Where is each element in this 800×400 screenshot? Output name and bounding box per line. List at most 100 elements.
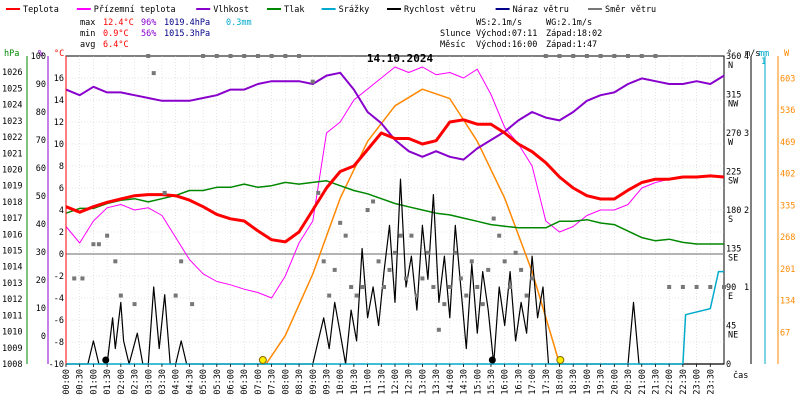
x-tick-label: 13:30	[432, 369, 442, 395]
wind-direction-point	[508, 285, 513, 289]
wind-direction-point	[557, 54, 562, 58]
wind-direction-point	[393, 250, 397, 255]
wind-direction-point	[146, 54, 151, 58]
x-tick-label: 06:00	[227, 369, 237, 395]
wind-direction-point	[105, 233, 110, 238]
wind-direction-point	[228, 54, 233, 58]
x-tick-label: 03:00	[144, 369, 154, 395]
wind-direction-point	[321, 259, 326, 264]
wind-direction-point	[387, 267, 392, 272]
x-tick-label: 15:00	[473, 369, 483, 395]
celsius-tick-label: -4	[54, 294, 64, 304]
hpa-axis-title: hPa	[4, 49, 19, 59]
x-tick-label: 01:30	[103, 369, 113, 395]
info-block: WS:2.1m/s WG:2.1m/s Slunce Východ:07:11 …	[440, 18, 602, 50]
percent-tick-label: 30	[36, 248, 46, 258]
direction-tick-compass: NE	[728, 331, 738, 341]
axes: 00:00 00:30 01:00 01:30 02:00 02:30 03:00 03:30…	[2, 49, 795, 395]
wind-direction-point	[283, 54, 288, 58]
radiation-tick-label: 335	[780, 201, 795, 211]
wind-direction-point	[639, 54, 644, 58]
wind-direction-point	[118, 293, 123, 298]
x-tick-label: 02:00	[117, 369, 127, 395]
info-moon-set: Západ:1:47	[546, 40, 597, 50]
celsius-tick-label: -2	[54, 272, 64, 282]
wind-direction-point	[365, 208, 370, 212]
wind-direction-point	[464, 293, 469, 298]
x-tick-label: 05:00	[199, 369, 209, 395]
hpa-tick-label: 1024	[2, 101, 22, 111]
percent-tick-label: 90	[36, 80, 46, 90]
wind-direction-point	[269, 54, 274, 58]
celsius-tick-label: 10	[54, 140, 64, 150]
wind-direction-point	[530, 276, 535, 281]
celsius-tick-label: -8	[54, 338, 64, 348]
hpa-tick-label: 1021	[2, 149, 22, 159]
hpa-tick-label: 1012	[2, 295, 22, 305]
stats-pressure-min: 1015.3hPa	[164, 29, 210, 39]
hpa-tick-label: 1025	[2, 84, 22, 94]
info-wind-gust: WG:2.1m/s	[546, 18, 592, 28]
wind-direction-point	[420, 276, 425, 281]
wind-direction-point	[190, 302, 195, 307]
legend-label-0: Teplota	[23, 5, 59, 15]
x-tick-label: 03:30	[158, 369, 168, 395]
x-tick-label: 21:30	[651, 369, 661, 395]
stats-humidity-max: 96%	[141, 18, 156, 28]
celsius-tick-label: 12	[54, 118, 64, 128]
celsius-tick-label: 6	[59, 184, 64, 194]
wind-direction-point	[96, 242, 101, 247]
hpa-tick-label: 1010	[2, 328, 22, 338]
x-tick-label: 23:00	[693, 369, 703, 395]
legend-label-7: Směr větru	[605, 5, 656, 15]
stats-block: max min avg 12.4°C 0.9°C 6.4°C 96% 56% 1…	[80, 18, 252, 50]
wind-direction-point	[469, 259, 474, 264]
stats-label-min: min	[80, 29, 95, 39]
stats-rain-max: 0.3mm	[226, 18, 252, 28]
direction-tick-value: 315	[726, 91, 741, 101]
radiation-axis-title: W	[784, 49, 790, 59]
info-sun-set: Západ:18:02	[546, 29, 602, 39]
legend-label-2: Vlhkost	[213, 5, 249, 15]
wind-direction-point	[653, 54, 658, 58]
wind-direction-point	[480, 302, 485, 307]
hpa-tick-label: 1017	[2, 214, 22, 224]
wind-direction-point	[398, 233, 403, 238]
wind-direction-point	[431, 285, 436, 289]
percent-tick-label: 80	[36, 108, 46, 118]
sunset-marker	[556, 356, 565, 364]
wind-direction-point	[201, 54, 206, 58]
wind-direction-point	[338, 220, 343, 225]
wind-direction-point	[694, 285, 699, 289]
radiation-tick-label: 67	[780, 328, 790, 338]
hpa-tick-label: 1023	[2, 117, 22, 127]
wind-direction-point	[519, 267, 524, 272]
speed-axis-title: m/s	[745, 49, 760, 59]
x-tick-label: 06:30	[240, 369, 250, 395]
rain-axis-title: mm	[759, 49, 769, 59]
wind-direction-point	[486, 267, 491, 272]
hpa-tick-label: 1009	[2, 344, 22, 354]
radiation-tick-label: 402	[780, 170, 795, 180]
wind-direction-point	[72, 276, 77, 281]
wind-direction-point	[414, 293, 419, 298]
hpa-tick-label: 1019	[2, 182, 22, 192]
celsius-tick-label: 4	[59, 206, 64, 216]
hpa-tick-label: 1008	[2, 360, 22, 370]
x-tick-label: 08:00	[281, 369, 291, 395]
wind-direction-point	[343, 233, 348, 238]
x-tick-label: 11:30	[377, 369, 387, 395]
hpa-tick-label: 1018	[2, 198, 22, 208]
stats-temp-max: 12.4°C	[103, 18, 134, 28]
legend: Teplota Přízemní teplota Vlhkost Tlak Srážky…	[6, 5, 656, 15]
x-tick-label: 13:00	[418, 369, 428, 395]
info-wind-speed: WS:2.1m/s	[476, 18, 522, 28]
stats-humidity-min: 56%	[141, 29, 156, 39]
x-tick-label: 18:00	[556, 369, 566, 395]
wind-direction-point	[680, 285, 685, 289]
x-tick-label: 05:30	[213, 369, 223, 395]
x-tick-label: 04:30	[185, 369, 195, 395]
percent-tick-label: 10	[36, 304, 46, 314]
wind-direction-point	[132, 302, 137, 307]
